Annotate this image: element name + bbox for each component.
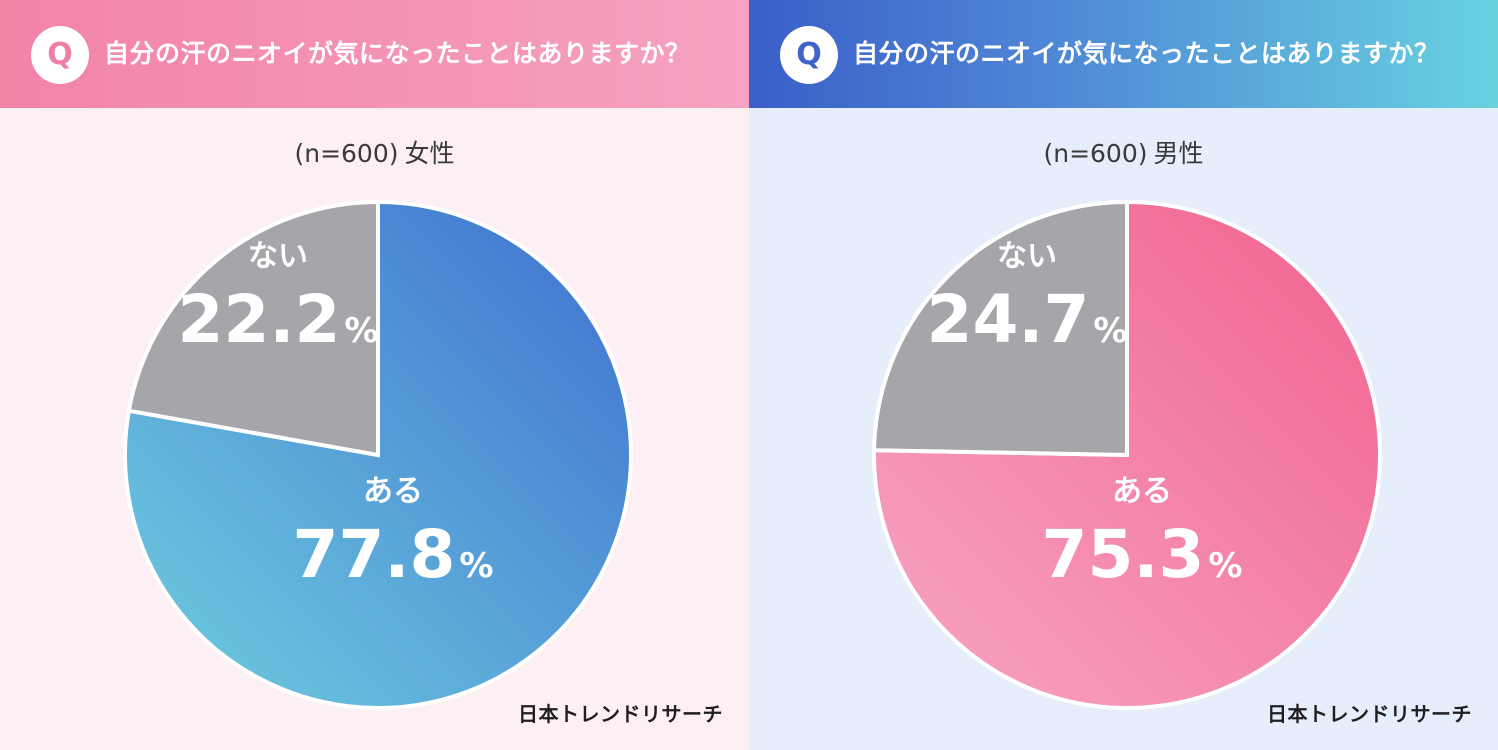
pie-slice-no [872, 199, 1129, 458]
chart-subtitle: (n=600) 男性 [749, 132, 1498, 176]
question-badge: Q [780, 26, 838, 84]
brand-logo: 日本トレンドリサーチ [1267, 702, 1472, 726]
slice-label: ない [997, 239, 1057, 274]
question-title: 自分の汗のニオイが気になったことはありますか？ [104, 39, 691, 68]
slice-value: 22.2% [178, 281, 379, 358]
slice-value: 24.7% [927, 281, 1128, 358]
brand-logo: 日本トレンドリサーチ [518, 702, 723, 726]
slice-value: 75.3% [1042, 516, 1243, 593]
pie-chart: ある 77.8 % ない 22.2% [123, 199, 633, 710]
question-title: 自分の汗のニオイが気になったことはありますか？ [853, 39, 1440, 68]
pie-chart: ある 75.3 % ない 24.7% [872, 199, 1382, 710]
chart-subtitle: (n=600) 女性 [0, 132, 749, 176]
pie-slice-no [126, 199, 380, 458]
male-panel: Q 自分の汗のニオイが気になったことはありますか？ (n=600) 男性 ある 75… [749, 0, 1498, 750]
female-panel: Q 自分の汗のニオイが気になったことはありますか？ (n=600) 女性 ある 77… [0, 0, 749, 750]
slice-value: 77.8% [293, 516, 494, 593]
group-label: 女性 [404, 139, 455, 168]
question-header: Q 自分の汗のニオイが気になったことはありますか？ [0, 0, 749, 108]
group-label: 男性 [1153, 139, 1204, 168]
question-badge: Q [31, 26, 89, 84]
slice-label: ある [1112, 474, 1172, 509]
sample-size: (n=600) [294, 139, 399, 168]
slice-label: ある [363, 474, 423, 509]
slice-label: ない [248, 239, 308, 274]
question-header: Q 自分の汗のニオイが気になったことはありますか？ [749, 0, 1498, 108]
sample-size: (n=600) [1043, 139, 1148, 168]
